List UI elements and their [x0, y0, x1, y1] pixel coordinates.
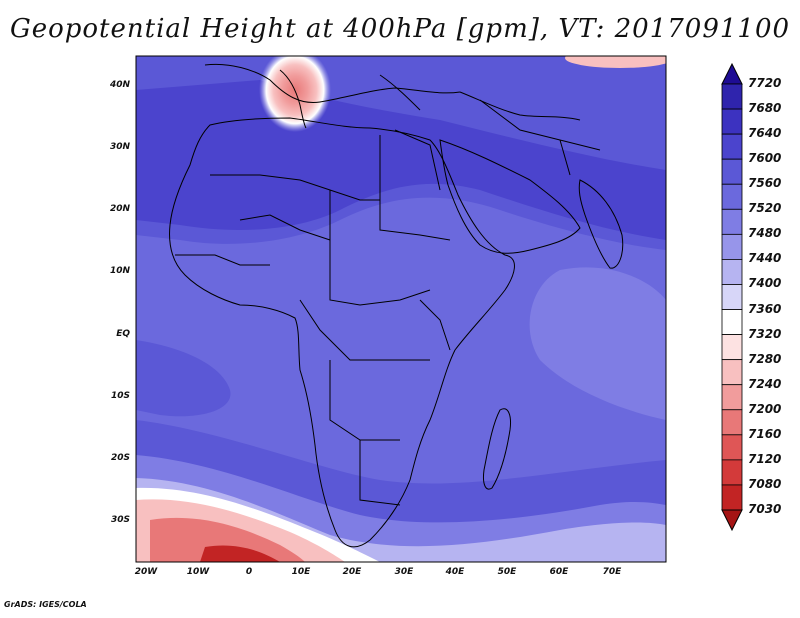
colorbar-label: 7680 [748, 101, 782, 116]
longitude-label: 70E [602, 567, 622, 577]
colorbar-cell [721, 459, 743, 486]
latitude-label: 10S [110, 391, 130, 401]
colorbar-cell [721, 359, 743, 386]
colorbar-cell [721, 183, 743, 210]
colorbar-cell [721, 83, 743, 110]
longitude-label: 10W [186, 567, 210, 577]
longitude-label: 20E [342, 567, 362, 577]
longitude-label: 0 [245, 567, 253, 577]
longitude-label: 40E [445, 567, 465, 577]
longitude-label: 30E [394, 567, 414, 577]
colorbar-cell [721, 259, 743, 285]
map-frame [135, 55, 667, 563]
colorbar-cell [721, 233, 743, 260]
colorbar-min-arrow [721, 509, 743, 532]
contour-south-red [150, 517, 305, 562]
coastlines [169, 63, 624, 548]
colorbar-cell [721, 208, 743, 235]
colorbar-label: 7400 [748, 276, 782, 291]
colorbar-label: 7560 [748, 176, 782, 191]
contour-sahara-band [136, 80, 666, 240]
latitude-label: EQ [116, 329, 130, 339]
colorbar-cell [721, 284, 743, 310]
colorbar-cell [721, 334, 743, 361]
colorbar-cell [721, 108, 743, 135]
colorbar-label: 7200 [748, 401, 782, 416]
latitude-label: 20N [109, 204, 130, 214]
colorbar-cell [721, 309, 743, 335]
latitude-label: 40N [109, 80, 130, 90]
latitude-label: 30S [110, 515, 130, 525]
colorbar-cell [721, 484, 743, 511]
contour-equator-light [529, 267, 666, 420]
longitude-label: 50E [497, 567, 517, 577]
latitude-label: 10N [109, 266, 130, 276]
colorbar-label: 7030 [748, 502, 782, 516]
colorbar-cell [721, 409, 743, 436]
colorbar [721, 62, 743, 532]
latitude-label: 20S [110, 453, 130, 463]
map-title: Geopotential Height at 400hPa [gpm], VT:… [9, 14, 791, 44]
colorbar-cell [721, 133, 743, 160]
colorbar-label: 7520 [748, 201, 782, 216]
colorbar-label: 7240 [748, 376, 782, 391]
latitude-label: 30N [109, 142, 130, 152]
longitude-label: 20W [134, 567, 158, 577]
contour-west-deep [136, 340, 231, 417]
colorbar-cell [721, 158, 743, 185]
colorbar-label: 7160 [748, 426, 782, 441]
colorbar-cell [721, 384, 743, 411]
colorbar-label: 7080 [748, 476, 782, 491]
contour-south-darkred [200, 545, 280, 562]
colorbar-label: 7600 [748, 151, 782, 166]
longitude-label: 60E [549, 567, 569, 577]
footer-credit: GrADS: IGES/COLA [4, 600, 87, 609]
contour-north-high [259, 56, 331, 132]
colorbar-label: 7720 [748, 76, 782, 90]
colorbar-cell [721, 434, 743, 461]
colorbar-label: 7480 [748, 226, 782, 241]
colorbar-label: 7280 [748, 351, 782, 366]
longitude-label: 10E [291, 567, 311, 577]
colorbar-label: 7320 [748, 326, 782, 341]
colorbar-label: 7360 [748, 301, 782, 316]
contour-northeast-pale [565, 56, 666, 68]
colorbar-label: 7120 [748, 451, 782, 466]
colorbar-label: 7640 [748, 126, 782, 141]
colorbar-label: 7440 [748, 251, 782, 266]
colorbar-max-arrow [721, 62, 743, 85]
